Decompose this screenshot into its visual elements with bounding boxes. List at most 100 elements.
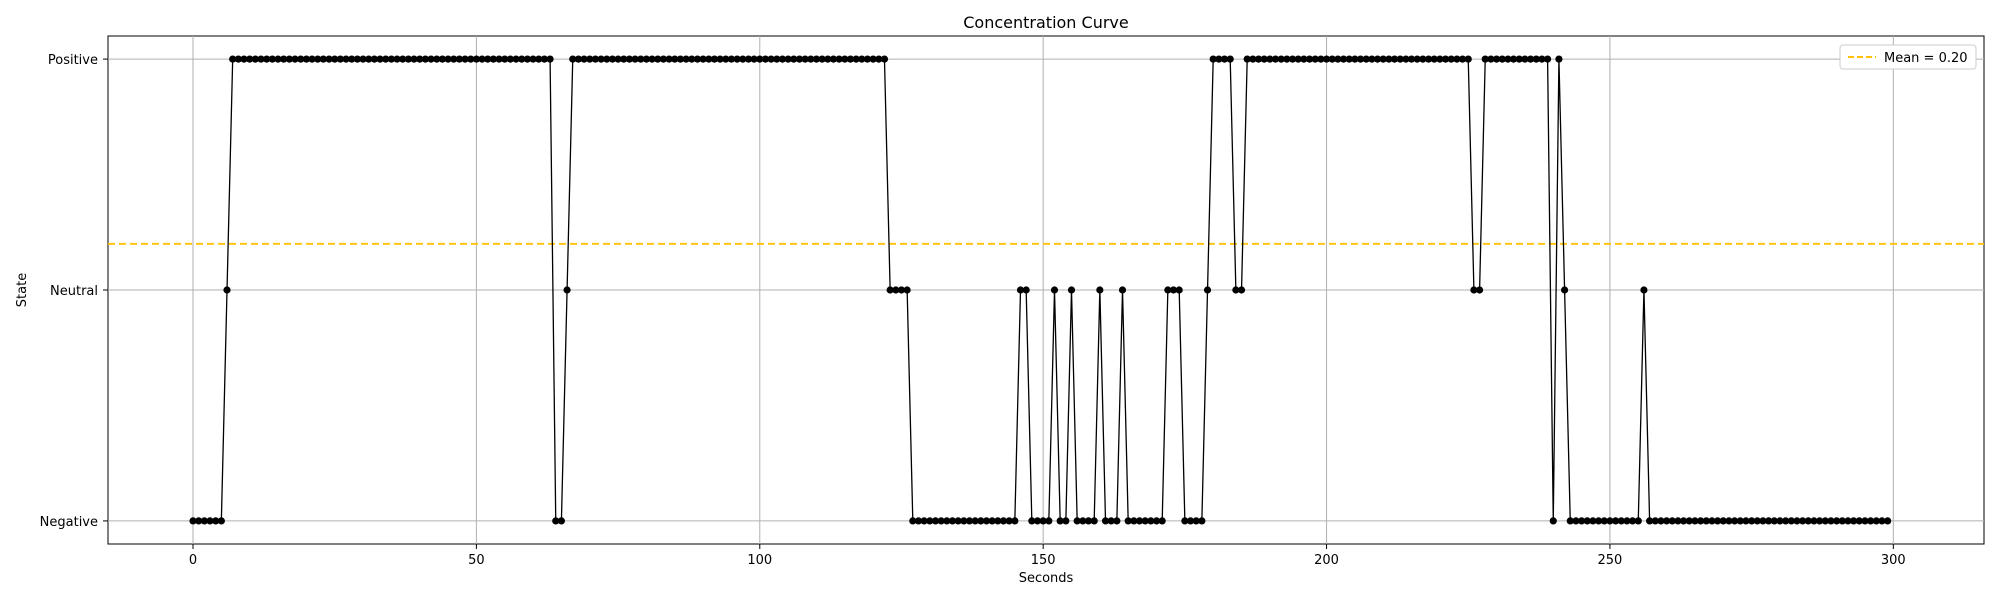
data-point xyxy=(382,55,390,63)
data-point xyxy=(438,55,446,63)
series-group xyxy=(189,55,1892,525)
data-point xyxy=(1186,517,1195,525)
data-point xyxy=(1039,517,1047,525)
data-point xyxy=(1339,55,1348,63)
y-axis-label: State xyxy=(15,273,30,307)
data-point xyxy=(1028,517,1036,525)
data-point xyxy=(1056,517,1064,525)
data-point xyxy=(807,55,815,63)
data-point xyxy=(1464,55,1472,63)
data-point xyxy=(1838,517,1846,525)
x-tick-label: 200 xyxy=(1314,553,1339,568)
data-point xyxy=(1509,55,1518,63)
data-point xyxy=(1612,517,1620,525)
data-point xyxy=(234,55,242,63)
data-point xyxy=(869,55,877,63)
data-point xyxy=(1011,517,1019,525)
data-point xyxy=(688,55,696,63)
data-point xyxy=(727,55,736,63)
legend-label-mean: Mean = 0.20 xyxy=(1884,51,1968,66)
x-tick-label: 50 xyxy=(468,553,485,568)
data-point xyxy=(1198,517,1206,525)
data-point xyxy=(897,286,906,294)
data-point xyxy=(1816,517,1824,525)
data-point xyxy=(1640,286,1648,294)
data-point xyxy=(1787,517,1795,525)
data-point xyxy=(1175,286,1183,294)
data-point xyxy=(1356,55,1365,63)
data-point xyxy=(1799,517,1807,525)
data-point xyxy=(1096,286,1104,294)
data-point xyxy=(195,517,203,525)
legend: Mean = 0.20 xyxy=(1839,44,1977,70)
data-point xyxy=(1436,55,1444,63)
data-point xyxy=(1441,55,1450,63)
data-point xyxy=(733,55,741,63)
data-point xyxy=(937,517,945,525)
data-point xyxy=(1073,517,1081,525)
data-point xyxy=(773,55,781,63)
data-point xyxy=(999,517,1008,525)
data-point xyxy=(1606,517,1614,525)
data-point xyxy=(1725,517,1733,525)
data-point xyxy=(1084,517,1093,525)
data-point xyxy=(1833,517,1841,525)
data-point xyxy=(461,55,469,63)
data-point xyxy=(1646,517,1654,525)
data-point xyxy=(1209,55,1217,63)
data-point xyxy=(206,517,214,525)
data-point xyxy=(977,517,985,525)
data-point xyxy=(546,55,554,63)
data-point xyxy=(1447,55,1455,63)
data-point xyxy=(1804,517,1812,525)
data-point xyxy=(467,55,475,63)
data-point xyxy=(506,55,514,63)
data-point xyxy=(920,517,928,525)
data-point xyxy=(1271,55,1280,63)
data-point xyxy=(1714,517,1722,525)
data-point xyxy=(1600,517,1608,525)
data-point xyxy=(750,55,758,63)
data-point xyxy=(1124,517,1132,525)
data-point xyxy=(1691,517,1699,525)
y-tick-label: Negative xyxy=(40,515,98,530)
data-point xyxy=(1560,286,1569,294)
data-point xyxy=(591,55,600,63)
data-point xyxy=(1101,517,1110,525)
data-point xyxy=(761,55,770,63)
x-axis-label: Seconds xyxy=(1019,571,1074,586)
data-point xyxy=(1759,517,1767,525)
data-point xyxy=(1368,55,1376,63)
data-point xyxy=(1090,517,1098,525)
data-point xyxy=(767,55,775,63)
data-point xyxy=(659,55,668,63)
data-point xyxy=(965,517,974,525)
data-point xyxy=(1067,286,1076,294)
data-point xyxy=(212,517,220,525)
data-point xyxy=(909,517,917,525)
data-point xyxy=(1498,55,1506,63)
data-point xyxy=(1351,55,1359,63)
data-point xyxy=(416,55,424,63)
data-point xyxy=(1532,55,1540,63)
chart-title: Concentration Curve xyxy=(963,13,1128,32)
data-point xyxy=(478,55,486,63)
data-point xyxy=(410,55,418,63)
data-point xyxy=(1481,55,1489,63)
data-point xyxy=(291,55,299,63)
data-point xyxy=(1782,517,1790,525)
data-point xyxy=(1850,517,1858,525)
data-point xyxy=(325,55,333,63)
data-point xyxy=(387,55,395,63)
data-point xyxy=(1283,55,1291,63)
data-point xyxy=(1736,517,1744,525)
data-point xyxy=(189,517,197,525)
data-point xyxy=(846,55,855,63)
data-point xyxy=(971,517,979,525)
data-point xyxy=(744,55,753,63)
data-point xyxy=(370,55,378,63)
data-point xyxy=(580,55,588,63)
data-point xyxy=(880,55,889,63)
data-point xyxy=(1748,517,1756,525)
data-point xyxy=(784,55,792,63)
